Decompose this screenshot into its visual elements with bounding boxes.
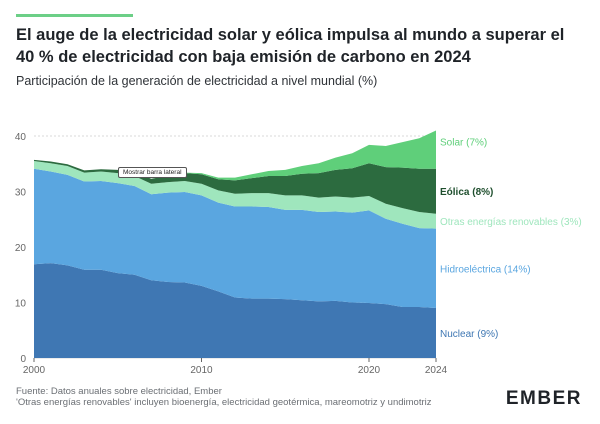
- area-hydro: [34, 168, 436, 309]
- series-end-label-nuclear: Nuclear (9%): [440, 329, 498, 340]
- y-tick-label-20: 20: [15, 243, 27, 254]
- chart-title: El auge de la electricidad solar y eólic…: [16, 26, 565, 66]
- x-tick-label-2000: 2000: [23, 365, 46, 376]
- y-tick-label-30: 30: [15, 188, 27, 199]
- x-tick-label-2024: 2024: [425, 365, 448, 376]
- area-nuclear: [34, 263, 436, 358]
- sidebar-tooltip[interactable]: Mostrar barra lateral: [118, 167, 187, 178]
- x-tick-label-2020: 2020: [358, 365, 381, 376]
- footnote-definition: 'Otras energías renovables' incluyen bio…: [16, 397, 432, 408]
- series-end-label-wind: Eólica (8%): [440, 187, 493, 198]
- footnote: Fuente: Datos anuales sobre electricidad…: [16, 386, 432, 408]
- y-tick-label-40: 40: [15, 132, 27, 143]
- chart-subtitle: Participación de la generación de electr…: [16, 74, 378, 88]
- ember-logo: EMBER: [505, 388, 582, 409]
- y-tick-label-10: 10: [15, 299, 27, 310]
- area-solar: [34, 130, 436, 181]
- footnote-source: Fuente: Datos anuales sobre electricidad…: [16, 386, 222, 397]
- series-end-label-hydro: Hidroeléctrica (14%): [440, 264, 531, 275]
- y-tick-label-0: 0: [20, 354, 26, 365]
- series-end-label-other_renewables: Otras energías renovables (3%): [440, 217, 582, 228]
- title-accent-bar: [16, 14, 133, 17]
- series-end-label-solar: Solar (7%): [440, 138, 487, 149]
- x-tick-label-2010: 2010: [190, 365, 213, 376]
